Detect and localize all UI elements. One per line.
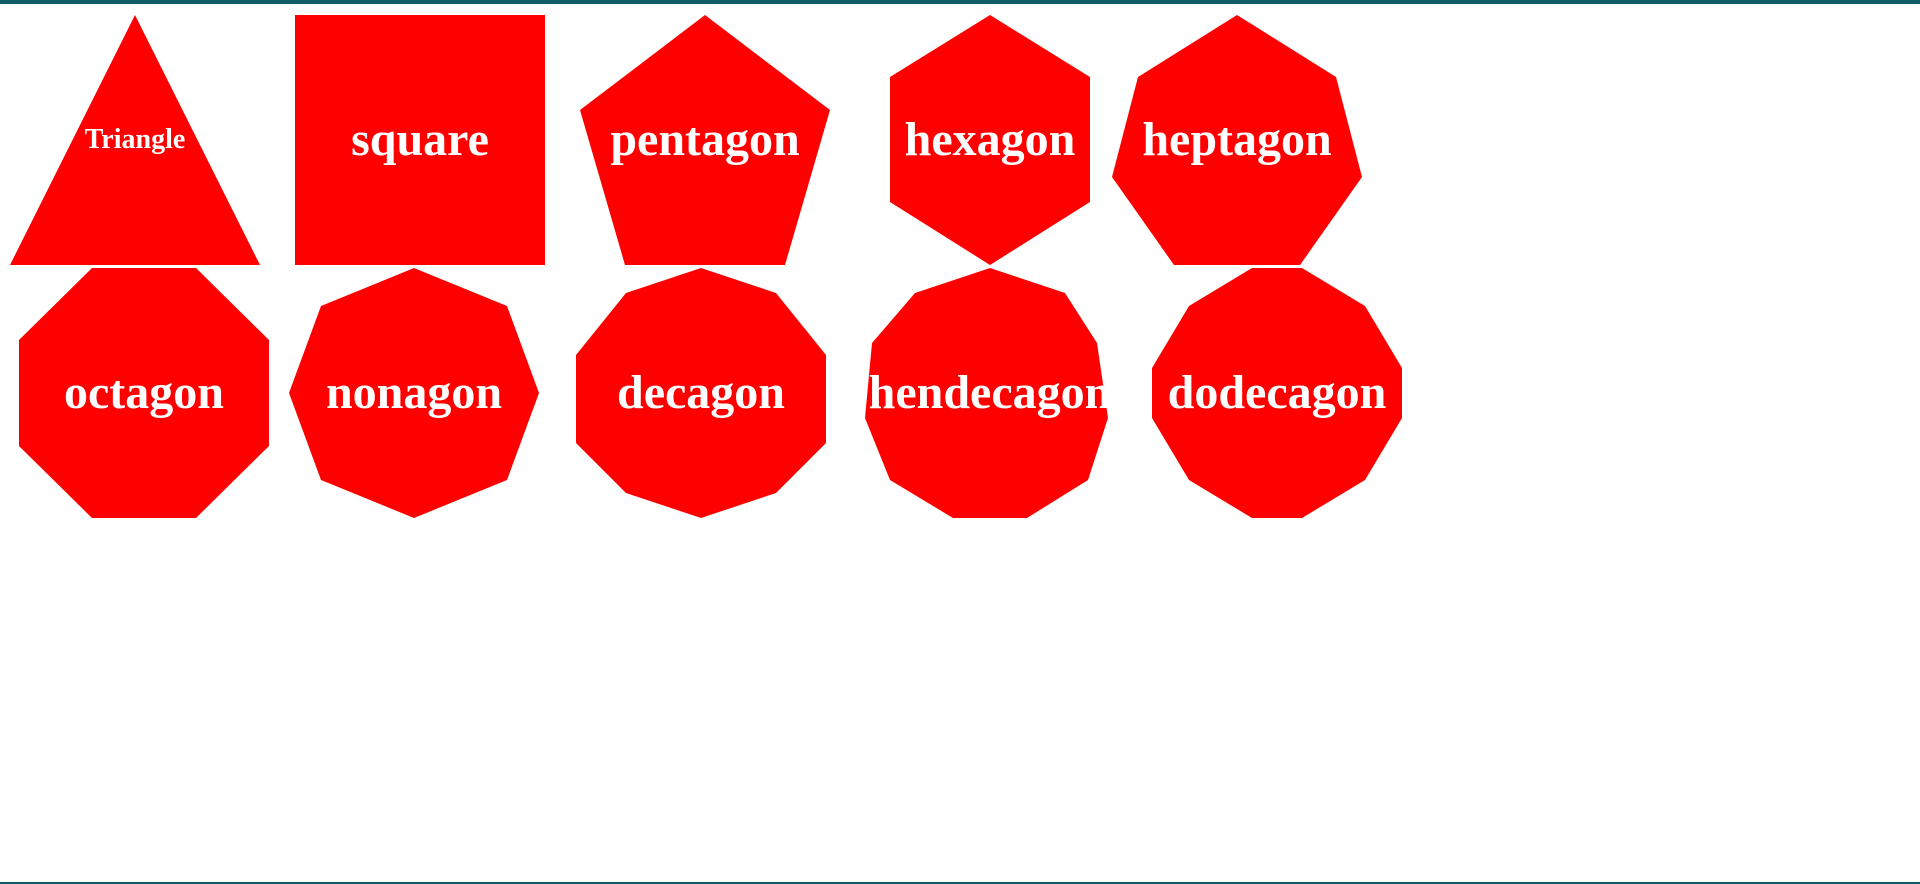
hendecagon-shape: hendecagon bbox=[865, 268, 1115, 518]
square-polygon bbox=[295, 15, 545, 265]
pentagon-polygon bbox=[580, 15, 830, 265]
square-label: square bbox=[351, 113, 489, 166]
heptagon-label: heptagon bbox=[1142, 113, 1332, 166]
decagon-shape: decagon bbox=[576, 268, 826, 518]
dodecagon-shape: dodecagon bbox=[1152, 268, 1402, 518]
nonagon-polygon bbox=[289, 268, 539, 518]
heptagon-polygon bbox=[1112, 15, 1362, 265]
nonagon-shape: nonagon bbox=[289, 268, 539, 518]
top-border bbox=[0, 0, 1920, 4]
hexagon-shape: hexagon bbox=[865, 15, 1115, 265]
hexagon-polygon bbox=[890, 15, 1090, 265]
dodecagon-label: dodecagon bbox=[1167, 366, 1387, 419]
hendecagon-polygon bbox=[865, 268, 1108, 518]
triangle-label: Triangle bbox=[84, 124, 186, 155]
dodecagon-polygon bbox=[1152, 268, 1402, 518]
triangle-polygon bbox=[10, 15, 260, 265]
octagon-polygon bbox=[19, 268, 269, 518]
octagon-shape: octagon bbox=[19, 268, 269, 518]
bottom-border bbox=[0, 882, 1920, 884]
hexagon-label: hexagon bbox=[904, 113, 1076, 166]
decagon-label: decagon bbox=[617, 366, 785, 419]
square-shape: square bbox=[295, 15, 545, 265]
decagon-polygon bbox=[576, 268, 826, 518]
nonagon-label: nonagon bbox=[325, 366, 503, 419]
pentagon-label: pentagon bbox=[610, 113, 800, 166]
heptagon-shape: heptagon bbox=[1112, 15, 1362, 265]
hendecagon-label: hendecagon bbox=[868, 366, 1112, 419]
pentagon-shape: pentagon bbox=[580, 15, 830, 265]
triangle-shape: Triangle bbox=[10, 15, 260, 265]
octagon-label: octagon bbox=[64, 366, 224, 419]
